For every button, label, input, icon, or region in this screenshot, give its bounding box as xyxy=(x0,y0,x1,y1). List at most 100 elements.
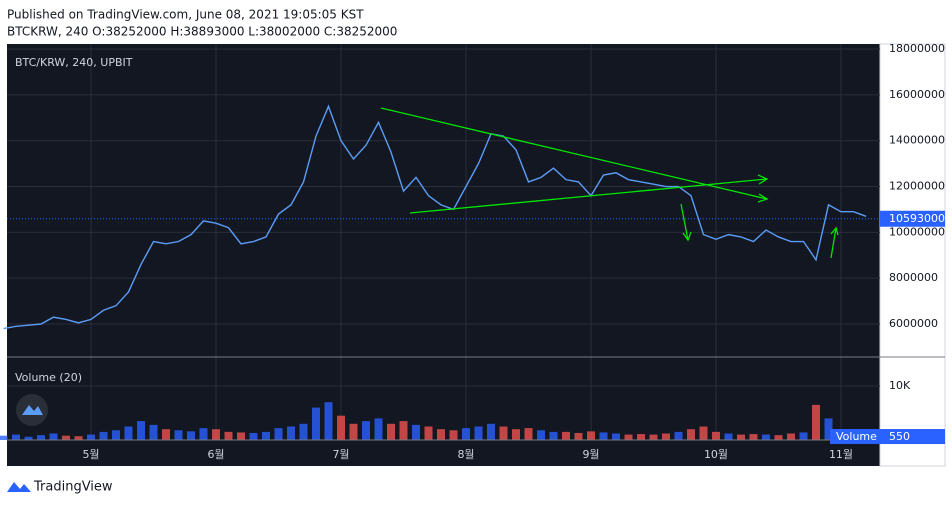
y-tick-label: 18000000 xyxy=(889,42,945,55)
y-tick-label: 10000000 xyxy=(889,225,945,238)
volume-bar xyxy=(824,418,833,440)
footer-brand: TradingView xyxy=(33,480,113,495)
symbol-legend: BTC/KRW, 240, UPBIT xyxy=(15,56,133,69)
volume-bar xyxy=(574,432,583,440)
x-tick-label: 8월 xyxy=(457,448,474,461)
volume-bar xyxy=(49,433,58,440)
volume-bar xyxy=(362,421,370,440)
volume-bar xyxy=(262,431,270,440)
volume-bar xyxy=(537,430,545,440)
volume-tag-value: 550 xyxy=(889,430,910,443)
volume-bar xyxy=(162,429,170,440)
volume-bar xyxy=(412,424,420,440)
y-tick-label: 14000000 xyxy=(889,134,945,147)
volume-bar xyxy=(799,432,808,440)
published-line: Published on TradingView.com, June 08, 2… xyxy=(7,8,364,22)
volume-bar xyxy=(737,434,745,440)
volume-bar xyxy=(699,426,708,440)
x-tick-label: 5월 xyxy=(82,448,99,461)
volume-bar xyxy=(549,431,558,440)
volume-bar xyxy=(37,435,45,440)
chart-background xyxy=(7,44,880,466)
footer-logo xyxy=(7,482,31,492)
volume-bar xyxy=(399,421,408,440)
volume-bar xyxy=(349,423,358,440)
volume-bar xyxy=(312,407,320,440)
x-tick-label: 7월 xyxy=(332,448,349,461)
volume-bar xyxy=(137,421,145,440)
volume-bar xyxy=(437,429,445,440)
volume-bar xyxy=(787,433,795,440)
volume-bar xyxy=(374,418,383,440)
y-tick-label: 6000000 xyxy=(889,317,938,330)
volume-bar xyxy=(174,430,183,440)
price-line xyxy=(3,104,867,330)
volume-bar xyxy=(624,434,633,440)
price-axis xyxy=(879,43,946,467)
volume-bar xyxy=(249,432,258,440)
y-tick-label: 12000000 xyxy=(889,180,945,193)
volume-bar xyxy=(687,429,695,440)
volume-tag-name: Volume xyxy=(836,430,877,443)
volume-bar xyxy=(74,436,83,440)
volume-bar xyxy=(237,432,245,440)
volume-bar xyxy=(637,434,645,440)
y-tick-label: 8000000 xyxy=(889,271,938,284)
volume-bar xyxy=(774,435,783,440)
volume-bar xyxy=(212,429,220,440)
volume-bar xyxy=(462,428,470,440)
y-tick-label: 16000000 xyxy=(889,88,945,101)
volume-bar xyxy=(749,434,758,440)
volume-bar xyxy=(512,429,520,440)
volume-bar xyxy=(12,434,20,440)
volume-bar xyxy=(599,432,608,440)
x-tick-label: 6월 xyxy=(207,448,224,461)
last-price-tag xyxy=(880,210,945,227)
ohlc-line: BTCKRW, 240 O:38252000 H:38893000 L:3800… xyxy=(7,25,397,39)
volume-bar xyxy=(337,415,345,440)
watermark-logo xyxy=(16,394,48,426)
volume-bar xyxy=(299,423,308,440)
volume-bar xyxy=(674,431,683,440)
volume-bar xyxy=(712,431,720,440)
volume-bar xyxy=(424,426,433,440)
last-price-label: 10593000 xyxy=(889,212,945,225)
volume-bar xyxy=(762,434,770,440)
volume-bar xyxy=(499,426,508,440)
volume-bar xyxy=(62,435,70,440)
volume-bar xyxy=(187,431,195,440)
volume-bar xyxy=(0,435,8,440)
volume-bar xyxy=(274,428,283,440)
volume-bar xyxy=(149,424,158,440)
x-tick-label: 10월 xyxy=(704,448,728,461)
volume-bar xyxy=(199,428,208,440)
volume-bar xyxy=(449,430,458,440)
volume-legend: Volume (20) xyxy=(15,371,82,384)
volume-bar xyxy=(612,433,620,440)
volume-bar xyxy=(224,431,233,440)
volume-bar xyxy=(87,434,95,440)
volume-tag xyxy=(830,429,945,445)
volume-bar xyxy=(724,433,733,440)
volume-bar xyxy=(124,426,133,440)
volume-bar xyxy=(587,431,595,440)
volume-bar xyxy=(562,431,570,440)
volume-bar xyxy=(24,436,33,440)
volume-bar xyxy=(474,426,483,440)
volume-bar xyxy=(112,430,120,440)
volume-bar xyxy=(662,433,670,440)
volume-bar xyxy=(99,431,108,440)
trend-lines xyxy=(380,107,839,259)
volume-bar xyxy=(287,426,295,440)
volume-bar xyxy=(524,428,533,440)
volume-bar xyxy=(649,434,658,440)
volume-bar xyxy=(324,402,333,440)
x-tick-label: 9월 xyxy=(582,448,599,461)
x-tick-label: 11월 xyxy=(829,448,853,461)
volume-bar xyxy=(487,423,495,440)
y-tick-label: 10K xyxy=(889,379,911,392)
volume-bar xyxy=(387,423,395,440)
volume-bar xyxy=(812,404,820,440)
